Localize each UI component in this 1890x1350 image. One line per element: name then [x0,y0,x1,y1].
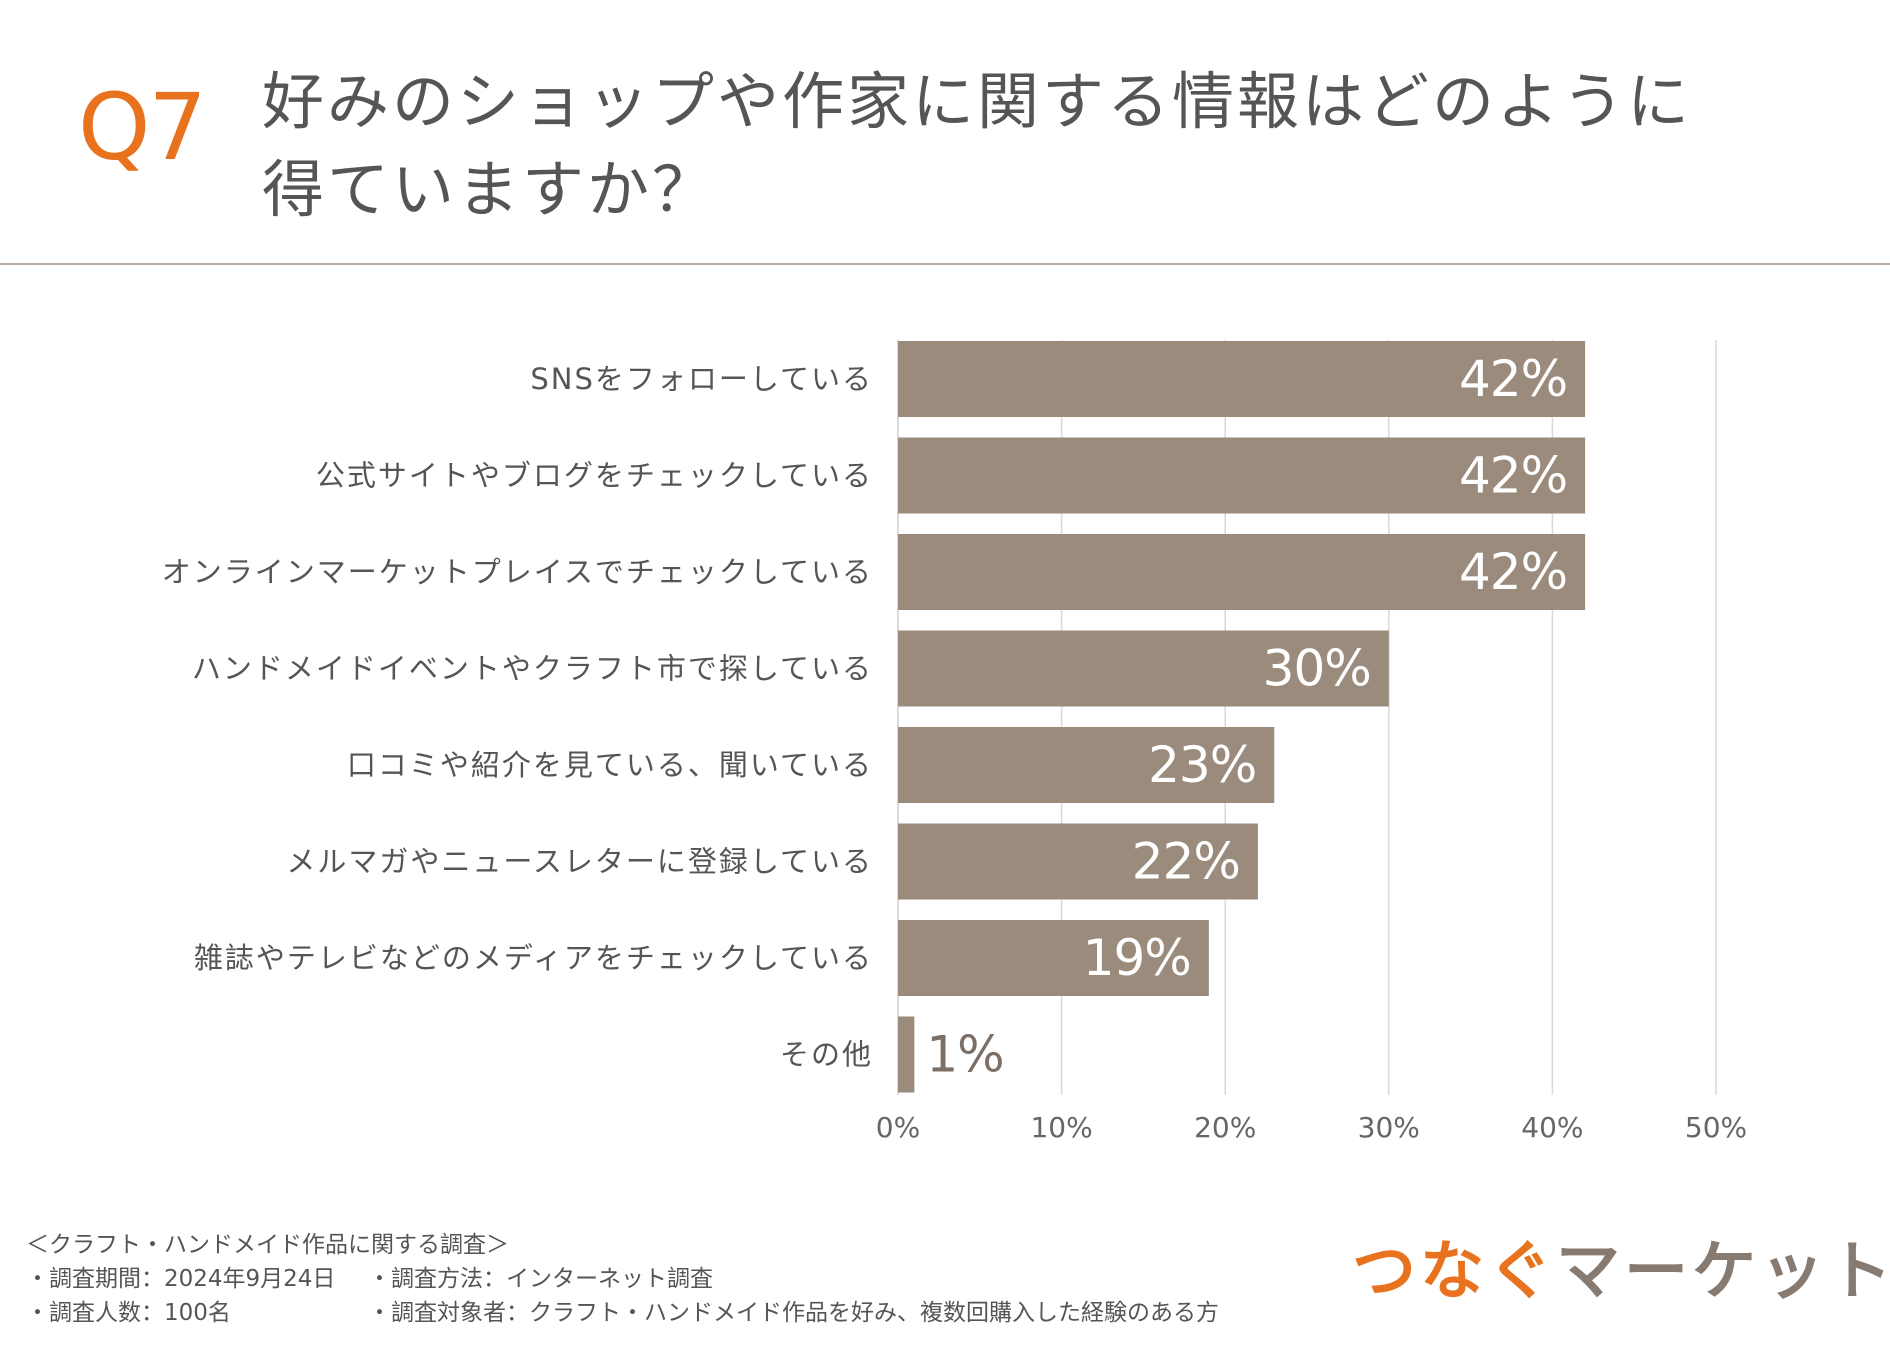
bar [898,341,1586,417]
category-label: 公式サイトやブログをチェックしている [316,459,873,493]
data-label: 42% [1459,350,1567,408]
page-title-line-2: 得ていますか？ [262,153,718,226]
category-label: ハンドメイドイベントやクラフト市で探している [192,652,873,686]
survey-name: ＜クラフト・ハンドメイド作品に関する調査＞ [26,1232,509,1258]
category-label: SNSをフォローしている [530,362,873,396]
x-tick-label: 10% [1030,1111,1092,1144]
bar [898,727,1275,803]
brand-logo: つなぐマーケット [1352,1240,1890,1304]
category-label: 口コミや紹介を見ている、聞いている [347,748,873,782]
header-divider [0,263,1890,265]
x-tick-label: 50% [1685,1111,1747,1144]
data-label: 42% [1459,543,1567,601]
survey-period: ・調査期間：2024年9月24日 [26,1266,336,1292]
bar [898,920,1209,996]
data-label: 42% [1459,447,1567,505]
x-tick-label: 30% [1358,1111,1420,1144]
page-title-line-1: 好みのショップや作家に関する情報はどのように [262,65,1693,138]
category-label: メルマガやニュースレターに登録している [286,845,873,879]
data-label: 22% [1132,833,1240,891]
x-tick-label: 40% [1521,1111,1583,1144]
bar [898,630,1389,707]
bar [898,1016,915,1093]
survey-target: ・調査対象者：クラフト・ハンドメイド作品を好み、複数回購入した経験のある方 [368,1300,1219,1326]
bar [898,437,1586,514]
bar [898,823,1258,900]
survey-method: ・調査方法：インターネット調査 [368,1266,713,1292]
brand-logo-part1: つなぐ [1352,1235,1556,1309]
category-label: オンラインマーケットプレイスでチェックしている [162,555,873,589]
x-tick-label: 20% [1194,1111,1256,1144]
data-label: 19% [1083,929,1191,987]
survey-count: ・調査人数：100名 [26,1300,231,1326]
data-label: 23% [1148,736,1256,794]
bar-chart: 0% 10% 20% 30% 40% 50% SNSをフォローしている 42% 公式サイトやブロ… [162,340,1747,1144]
data-label: 30% [1263,640,1371,698]
page-title: 好みのショップや作家に関する情報はどのように 得ていますか？ [262,58,1742,234]
x-tick-label: 0% [876,1111,920,1144]
data-label: 1% [926,1026,1003,1084]
brand-logo-part2: マーケット [1556,1235,1890,1309]
question-number: Q7 [78,74,207,181]
bar [898,534,1586,610]
category-label: 雑誌やテレビなどのメディアをチェックしている [194,941,873,975]
category-label: その他 [780,1038,873,1072]
survey-footer: ＜クラフト・ハンドメイド作品に関する調査＞ ・調査期間：2024年9月24日 ・… [26,1228,1219,1330]
